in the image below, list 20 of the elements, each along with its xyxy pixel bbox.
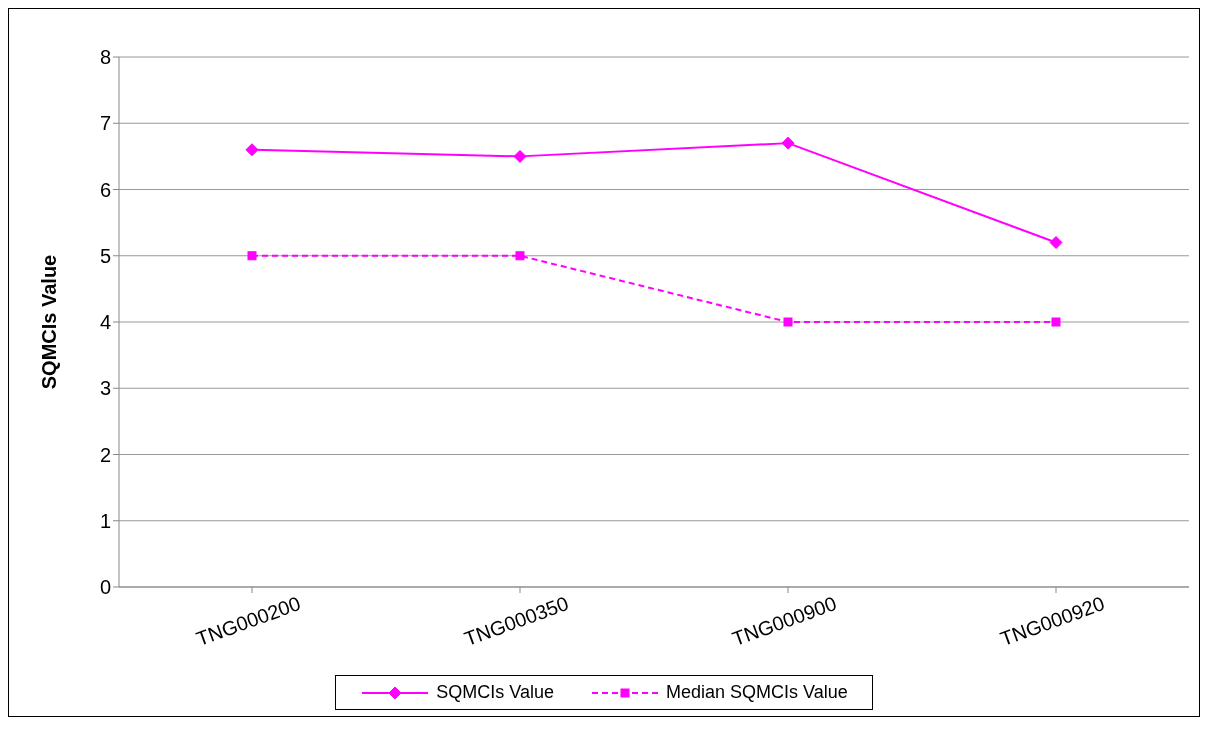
point bbox=[513, 149, 527, 163]
y-tick-label: 6 bbox=[99, 178, 111, 201]
y-tick-label: 5 bbox=[99, 244, 111, 267]
y-axis-title: SQMCIs Value bbox=[38, 254, 61, 390]
point bbox=[1051, 317, 1061, 327]
point bbox=[783, 317, 793, 327]
y-tick-label: 3 bbox=[99, 377, 111, 400]
point bbox=[247, 251, 257, 261]
y-tick-label: 8 bbox=[99, 46, 111, 69]
point bbox=[245, 143, 259, 157]
y-tick-label: 7 bbox=[99, 112, 111, 135]
point bbox=[515, 251, 525, 261]
y-tick-label: 0 bbox=[99, 576, 111, 599]
y-tick-label: 4 bbox=[99, 311, 111, 334]
legend-label: SQMCIs Value bbox=[436, 682, 554, 703]
y-tick-label: 2 bbox=[99, 443, 111, 466]
y-tick-label: 1 bbox=[99, 509, 111, 532]
legend-label: Median SQMCIs Value bbox=[665, 682, 848, 703]
point bbox=[781, 136, 795, 150]
point bbox=[1049, 236, 1063, 249]
